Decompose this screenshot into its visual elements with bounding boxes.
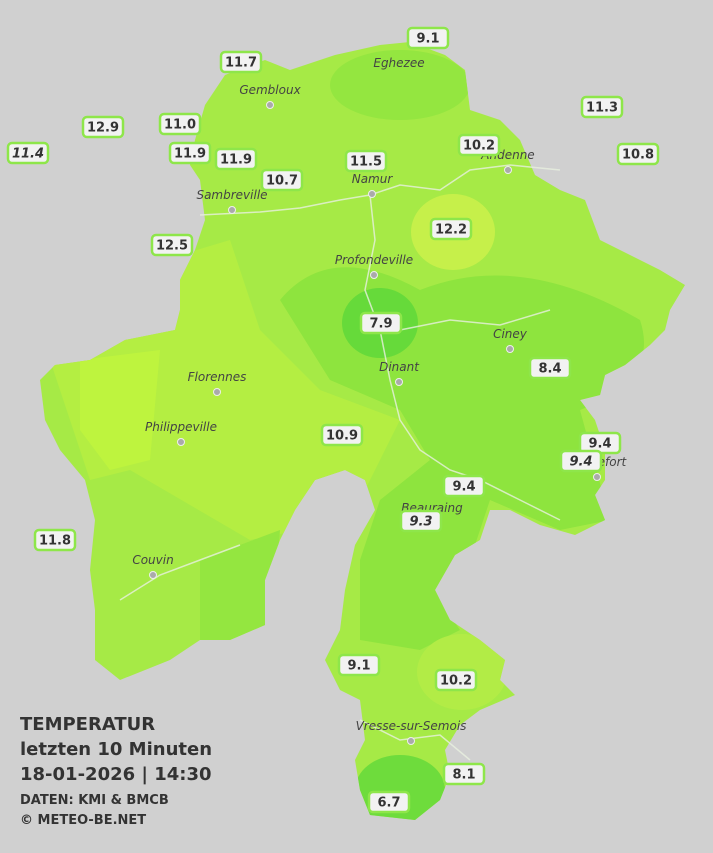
zone <box>200 530 280 650</box>
station-box <box>442 762 486 786</box>
credit: DATEN: KMI & BMCB <box>20 793 169 808</box>
station-value: 11.7 <box>225 56 257 71</box>
station-value: 6.7 <box>377 796 400 811</box>
station-box <box>168 141 212 165</box>
station-value: 12.9 <box>87 121 119 136</box>
station-value: 12.5 <box>156 239 188 254</box>
station-value: 9.4 <box>569 455 592 470</box>
town-dot <box>228 206 236 214</box>
town-label: Florennes <box>188 370 247 384</box>
station-value: 10.2 <box>440 674 472 689</box>
town-label: Profondeville <box>335 253 413 267</box>
town-dot <box>213 388 221 396</box>
station-box <box>580 95 624 119</box>
town-dot <box>593 473 601 481</box>
town-label: Vresse-sur-Semois <box>356 719 467 733</box>
town-label: Dinant <box>379 360 420 374</box>
rivers <box>119 164 561 761</box>
station-box <box>406 26 450 50</box>
station-value: 11.5 <box>350 155 382 170</box>
station-value: 11.9 <box>220 153 252 168</box>
station-value: 10.9 <box>326 429 358 444</box>
town-label: Eghezee <box>373 56 424 70</box>
zone <box>330 50 470 120</box>
station-box <box>344 149 388 173</box>
station-value: 10.7 <box>266 174 298 189</box>
station-value: 10.2 <box>463 139 495 154</box>
town-label: Gembloux <box>239 83 301 97</box>
station-box <box>434 668 478 692</box>
station-value: 9.4 <box>588 437 611 452</box>
station-value: 11.3 <box>586 101 618 116</box>
station-box <box>359 311 403 335</box>
station-box <box>150 233 194 257</box>
station-box <box>457 133 501 157</box>
town-label: Ciney <box>493 327 528 341</box>
station-box <box>559 449 603 473</box>
station-value: 11.8 <box>39 534 71 549</box>
town-label: Philippeville <box>145 420 217 434</box>
title-line: TEMPERATUR <box>20 714 155 735</box>
station-value: 9.1 <box>416 32 439 47</box>
station-box <box>528 356 572 380</box>
town-dot <box>370 271 378 279</box>
station-box <box>214 147 258 171</box>
station-value: 10.8 <box>622 148 654 163</box>
station-box <box>81 115 125 139</box>
town-label: Couvin <box>132 553 173 567</box>
station-value: 9.4 <box>452 480 475 495</box>
station-box <box>219 50 263 74</box>
town-dot <box>368 190 376 198</box>
station-box <box>337 653 381 677</box>
station-value: 11.9 <box>174 147 206 162</box>
station-value: 11.0 <box>164 118 196 133</box>
town-dot <box>407 737 415 745</box>
title-line: letzten 10 Minuten <box>20 739 212 760</box>
town-label: Namur <box>352 172 394 186</box>
station-value: 9.1 <box>347 659 370 674</box>
town-dot <box>177 438 185 446</box>
station-box <box>399 509 443 533</box>
station-box <box>260 168 304 192</box>
zone <box>80 350 160 470</box>
station-value: 12.2 <box>435 223 467 238</box>
station-box <box>429 217 473 241</box>
station-value: 9.3 <box>409 515 432 530</box>
station-value: 8.1 <box>452 768 475 783</box>
station-box <box>442 474 486 498</box>
station-box <box>367 790 411 814</box>
town-dot <box>149 571 157 579</box>
credit: © METEO-BE.NET <box>20 813 146 828</box>
town-label: Sambreville <box>196 188 267 202</box>
town-dot <box>506 345 514 353</box>
station-box <box>320 423 364 447</box>
zone <box>355 755 445 820</box>
town-dot <box>504 166 512 174</box>
town-dot <box>395 378 403 386</box>
town-dot <box>266 101 274 109</box>
station-box <box>6 141 50 165</box>
station-box <box>33 528 77 552</box>
station-value: 8.4 <box>538 362 561 377</box>
station-value: 7.9 <box>369 317 392 332</box>
title-line: 18-01-2026 | 14:30 <box>20 764 212 785</box>
station-box <box>158 112 202 136</box>
station-value: 11.4 <box>12 147 44 162</box>
station-box <box>616 142 660 166</box>
